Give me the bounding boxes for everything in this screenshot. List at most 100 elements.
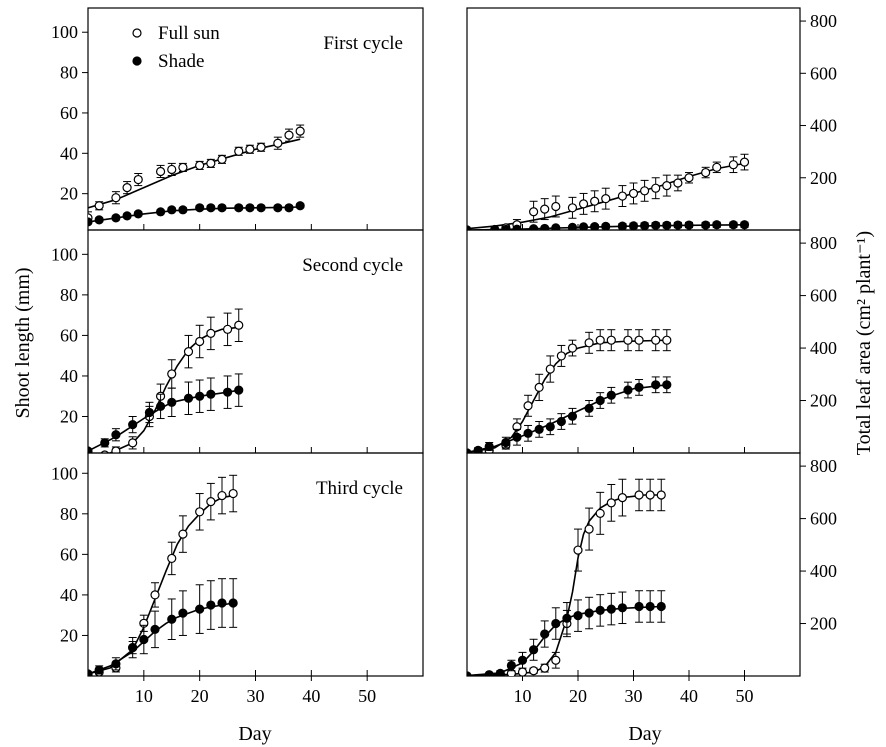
data-point — [551, 655, 561, 665]
y-tick-label: 80 — [60, 63, 78, 83]
data-point — [256, 142, 266, 152]
data-point — [195, 391, 205, 401]
data-point — [495, 668, 505, 676]
data-point — [167, 553, 177, 564]
plot-area — [467, 153, 750, 230]
data-point — [111, 430, 121, 440]
legend-label: Full sun — [158, 23, 220, 44]
data-point — [534, 382, 544, 393]
x-tick-label: 10 — [135, 686, 153, 706]
data-point — [739, 157, 750, 167]
data-point — [295, 201, 305, 211]
data-point — [590, 222, 600, 230]
data-point — [183, 347, 194, 357]
data-point — [634, 382, 644, 393]
data-point — [111, 193, 121, 203]
data-point — [728, 160, 739, 170]
data-point — [150, 624, 160, 634]
y-tick-label: 80 — [60, 504, 78, 524]
data-point — [512, 432, 522, 442]
data-point — [567, 203, 578, 213]
y-tick-label: 200 — [810, 168, 837, 188]
data-point — [517, 655, 528, 665]
data-point — [656, 490, 666, 500]
data-point — [673, 220, 683, 230]
panel-annotation: Third cycle — [316, 478, 403, 499]
data-point — [567, 411, 578, 421]
data-point — [656, 601, 666, 612]
data-point — [128, 438, 138, 448]
fit-curve — [101, 326, 239, 453]
data-point — [551, 201, 561, 212]
data-point — [501, 437, 511, 448]
y-tick-label: 20 — [60, 625, 78, 645]
data-point — [551, 223, 561, 230]
data-point — [545, 364, 555, 374]
data-point — [167, 614, 177, 624]
data-point — [150, 590, 160, 600]
data-point — [206, 389, 216, 399]
data-point — [228, 488, 238, 499]
data-point — [628, 188, 639, 199]
data-point — [234, 146, 244, 156]
y-tick-label: 40 — [60, 585, 78, 605]
data-point — [273, 203, 283, 213]
x-tick-label: 50 — [358, 686, 376, 706]
data-point — [217, 154, 227, 164]
legend-label: Shade — [158, 51, 204, 72]
data-point — [94, 665, 104, 675]
data-point — [601, 221, 611, 230]
data-point — [601, 194, 611, 204]
fit-curve — [88, 494, 234, 675]
data-point — [155, 401, 166, 411]
panel-left-3: 20 40 60 80 100 10 20 30 40 50 Third cycle — [51, 452, 424, 706]
x-tick-label: 40 — [680, 686, 698, 706]
data-point — [651, 220, 661, 230]
data-point — [88, 446, 93, 453]
data-point — [528, 207, 539, 217]
data-point — [567, 222, 578, 230]
x-axis-label-left: Day — [238, 723, 271, 745]
data-point — [88, 217, 93, 227]
panel-annotation: First cycle — [323, 33, 403, 54]
series-shade — [467, 376, 672, 453]
data-point — [595, 605, 605, 616]
series-full-sun — [467, 478, 666, 676]
data-point — [88, 669, 93, 676]
series-shade — [88, 578, 238, 676]
data-point — [651, 335, 661, 345]
data-point — [284, 130, 294, 140]
plot-area — [88, 124, 305, 227]
data-point — [645, 601, 655, 612]
panel-right-2: 200 400 600 800 — [466, 229, 837, 454]
data-point — [222, 324, 233, 334]
data-point — [206, 328, 216, 338]
y-tick-label: 60 — [60, 103, 78, 123]
x-tick-label: 50 — [736, 686, 754, 706]
data-point — [122, 183, 132, 193]
data-point — [228, 598, 238, 608]
y-tick-label: 800 — [810, 456, 837, 476]
data-point — [284, 203, 294, 213]
data-point — [295, 126, 305, 136]
data-point — [94, 215, 104, 225]
data-point — [122, 211, 132, 221]
data-point — [234, 320, 244, 330]
y-tick-label: 400 — [810, 561, 837, 581]
plot-area — [88, 474, 238, 676]
data-point — [662, 181, 672, 191]
data-point — [517, 667, 528, 676]
y-tick-label: 100 — [51, 22, 78, 42]
x-tick-label: 20 — [569, 686, 587, 706]
data-point — [684, 220, 694, 230]
data-point — [222, 387, 233, 397]
data-point — [178, 608, 188, 618]
data-point — [684, 173, 694, 183]
y-tick-label: 400 — [810, 116, 837, 136]
data-point — [523, 428, 533, 438]
y-tick-label: 200 — [810, 614, 837, 634]
data-point — [100, 450, 109, 453]
data-point — [584, 403, 594, 413]
series-full-sun — [467, 329, 672, 453]
data-point — [94, 201, 104, 211]
